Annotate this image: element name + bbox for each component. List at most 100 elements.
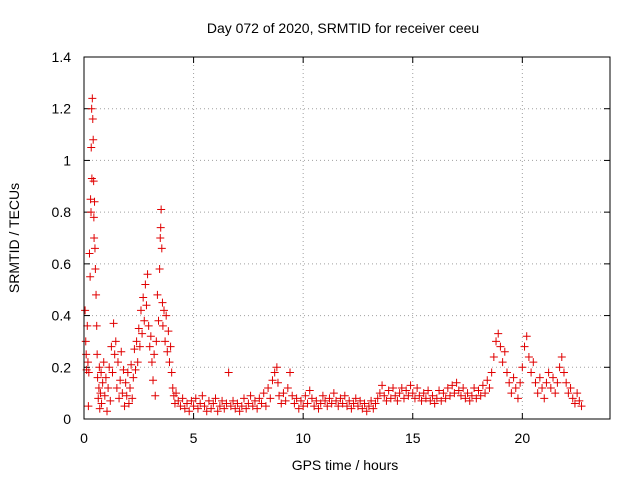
- data-point: [116, 376, 125, 385]
- data-point: [144, 321, 153, 330]
- data-point: [321, 396, 330, 405]
- data-point: [207, 404, 216, 413]
- data-point: [404, 391, 413, 400]
- data-point: [191, 394, 200, 403]
- data-point: [524, 352, 533, 361]
- data-point: [91, 265, 100, 274]
- data-point: [172, 389, 181, 398]
- data-point: [542, 378, 551, 387]
- data-point: [386, 394, 395, 403]
- data-point: [168, 383, 177, 392]
- data-point: [568, 394, 577, 403]
- data-point: [509, 373, 518, 382]
- data-point: [81, 306, 90, 315]
- y-axis-label: SRMTID / TECUs: [6, 183, 22, 293]
- data-point: [533, 389, 542, 398]
- data-point: [253, 404, 262, 413]
- data-point: [393, 396, 402, 405]
- data-point: [314, 404, 323, 413]
- data-point: [107, 342, 116, 351]
- data-point: [115, 394, 124, 403]
- data-point: [143, 270, 152, 279]
- data-point: [92, 290, 101, 299]
- data-point: [155, 265, 164, 274]
- data-point: [163, 347, 172, 356]
- data-point: [261, 402, 270, 411]
- data-point: [218, 396, 227, 405]
- data-point: [136, 306, 145, 315]
- data-point: [307, 394, 316, 403]
- data-point: [213, 407, 222, 416]
- data-point: [450, 389, 459, 398]
- data-point: [327, 399, 336, 408]
- data-point: [318, 391, 327, 400]
- data-point: [222, 399, 231, 408]
- data-point: [89, 135, 98, 144]
- data-point: [531, 378, 540, 387]
- data-point: [266, 394, 275, 403]
- data-point: [505, 378, 514, 387]
- data-point: [84, 368, 93, 377]
- data-point: [90, 234, 99, 242]
- data-point: [286, 368, 295, 377]
- data-point: [384, 386, 393, 395]
- data-point: [443, 383, 452, 392]
- data-point: [559, 368, 568, 377]
- data-point: [84, 402, 93, 411]
- x-tick-label: 10: [295, 430, 311, 446]
- y-tick-label: 0.8: [52, 204, 72, 220]
- data-point: [281, 396, 290, 405]
- data-point: [362, 407, 371, 416]
- data-point: [242, 404, 251, 413]
- data-point: [562, 378, 571, 387]
- data-point: [573, 389, 582, 398]
- data-point: [135, 342, 144, 351]
- data-point: [356, 396, 365, 405]
- data-point: [417, 396, 426, 405]
- data-point: [147, 358, 156, 367]
- data-point: [101, 373, 110, 382]
- x-axis-label: GPS time / hours: [292, 457, 399, 473]
- data-point: [152, 337, 161, 346]
- data-point: [577, 402, 586, 411]
- data-point: [345, 396, 354, 405]
- data-point: [566, 383, 575, 392]
- data-point: [338, 399, 347, 408]
- data-point: [283, 383, 292, 392]
- data-point: [557, 352, 566, 361]
- data-point: [200, 402, 209, 411]
- data-point: [456, 391, 465, 400]
- data-point: [88, 94, 97, 103]
- data-point: [248, 402, 257, 411]
- data-point: [305, 386, 314, 395]
- data-point: [419, 389, 428, 398]
- data-point: [94, 383, 103, 392]
- data-point: [513, 394, 522, 403]
- data-point: [104, 383, 113, 392]
- data-point: [215, 402, 224, 411]
- data-point: [325, 394, 334, 403]
- data-point: [527, 368, 536, 377]
- y-tick-label: 1.4: [52, 49, 72, 65]
- data-point: [301, 391, 310, 400]
- data-point: [134, 324, 143, 333]
- data-point: [485, 383, 494, 392]
- data-point: [233, 399, 242, 408]
- data-point: [131, 365, 140, 374]
- data-point: [202, 407, 211, 416]
- data-point: [474, 386, 483, 395]
- data-point: [157, 205, 166, 214]
- data-point: [371, 399, 380, 408]
- data-point: [358, 404, 367, 413]
- data-point: [231, 404, 240, 413]
- data-point: [140, 316, 149, 325]
- data-point: [82, 350, 91, 359]
- data-point: [132, 337, 141, 346]
- data-point: [483, 376, 492, 385]
- data-point: [329, 389, 338, 398]
- data-point: [575, 396, 584, 405]
- data-point: [88, 115, 97, 124]
- data-point: [430, 399, 439, 408]
- data-point: [156, 223, 165, 232]
